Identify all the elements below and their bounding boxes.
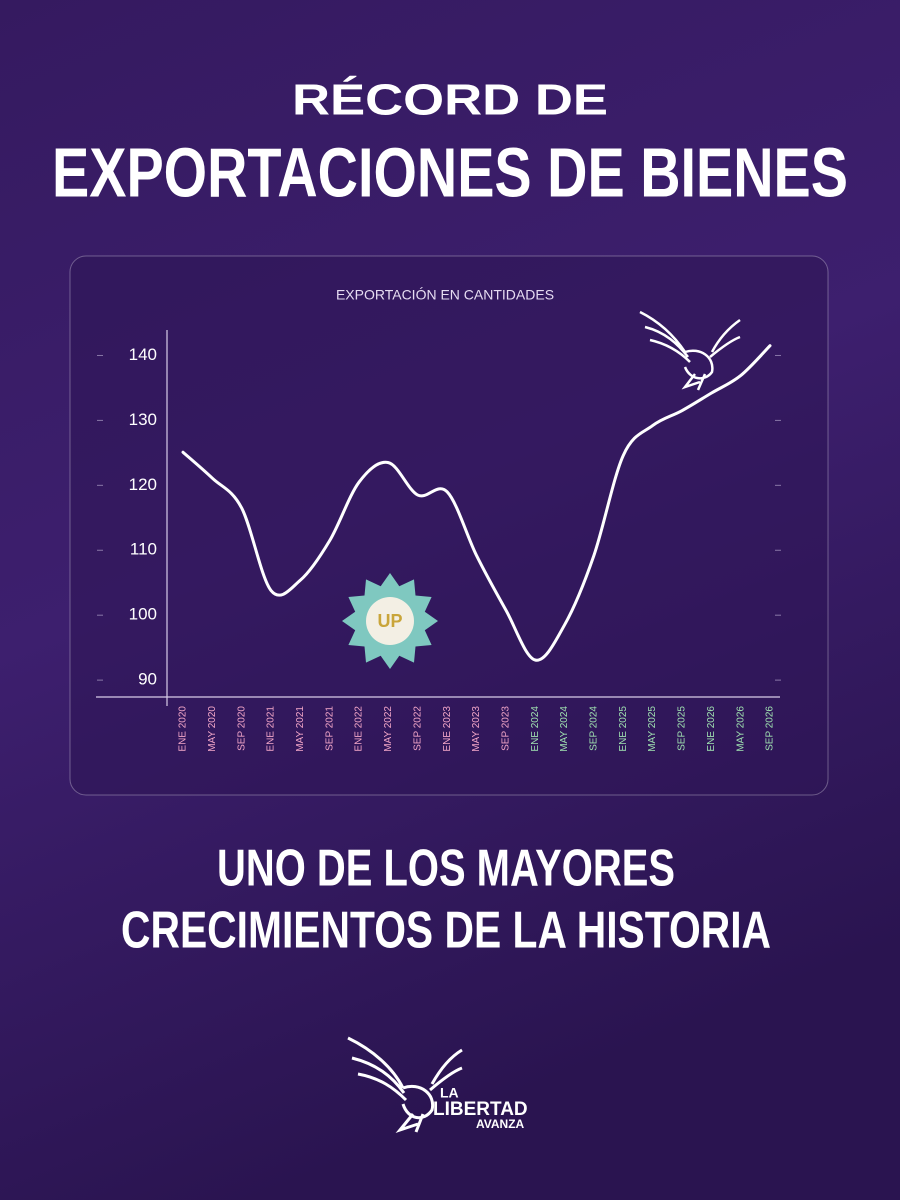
data-line bbox=[181, 344, 772, 662]
x-tick-label: ENE 2020 bbox=[178, 706, 189, 752]
chart-title: EXPORTACIÓN EN CANTIDADES bbox=[336, 287, 554, 303]
x-tick-label: ENE 2024 bbox=[530, 706, 541, 752]
chart-panel bbox=[69, 255, 829, 796]
x-tick-label: SEP 2021 bbox=[324, 706, 335, 751]
y-tick-label: 90 bbox=[138, 670, 157, 689]
footer-line: UNO DE LOS MAYORES bbox=[217, 840, 675, 898]
badge: UP bbox=[342, 573, 438, 669]
y-tick-label: 130 bbox=[129, 410, 157, 429]
eagle-icon bbox=[639, 310, 741, 391]
x-tick-label: MAY 2020 bbox=[207, 706, 218, 752]
x-tick-label: SEP 2020 bbox=[236, 706, 247, 751]
x-tick-label: ENE 2022 bbox=[354, 706, 365, 752]
kicker: RÉCORD DE bbox=[292, 75, 608, 125]
x-tick-label: MAY 2025 bbox=[647, 706, 658, 752]
badge-circle bbox=[366, 597, 414, 645]
x-tick-label: SEP 2024 bbox=[589, 706, 600, 751]
x-tick-label: ENE 2023 bbox=[442, 706, 453, 752]
x-tick-label: SEP 2026 bbox=[765, 706, 776, 751]
x-tick-label: ENE 2021 bbox=[266, 706, 277, 752]
x-tick-label: ENE 2025 bbox=[618, 706, 629, 752]
badge-text: UP bbox=[377, 611, 402, 631]
x-tick-label: MAY 2024 bbox=[559, 706, 570, 752]
x-tick-label: MAY 2026 bbox=[735, 706, 746, 752]
x-tick-label: MAY 2022 bbox=[383, 706, 394, 752]
logo-text: LA bbox=[440, 1085, 459, 1101]
headline: EXPORTACIONES DE BIENES bbox=[52, 133, 848, 211]
x-tick-label: MAY 2021 bbox=[295, 706, 306, 752]
x-tick-label: ENE 2026 bbox=[706, 706, 717, 752]
x-tick-label: SEP 2025 bbox=[677, 706, 688, 751]
x-tick-label: SEP 2022 bbox=[412, 706, 423, 751]
y-tick-label: 120 bbox=[129, 475, 157, 494]
x-tick-label: SEP 2023 bbox=[500, 706, 511, 751]
y-tick-label: 110 bbox=[130, 540, 157, 559]
logo-eagle bbox=[347, 1036, 463, 1134]
footer-line: CRECIMIENTOS DE LA HISTORIA bbox=[121, 902, 771, 960]
logo-text: AVANZA bbox=[476, 1117, 525, 1131]
y-tick-label: 100 bbox=[129, 605, 157, 624]
x-tick-label: MAY 2023 bbox=[471, 706, 482, 752]
logo-text: LIBERTAD bbox=[433, 1099, 528, 1120]
y-tick-label: 140 bbox=[129, 345, 157, 364]
